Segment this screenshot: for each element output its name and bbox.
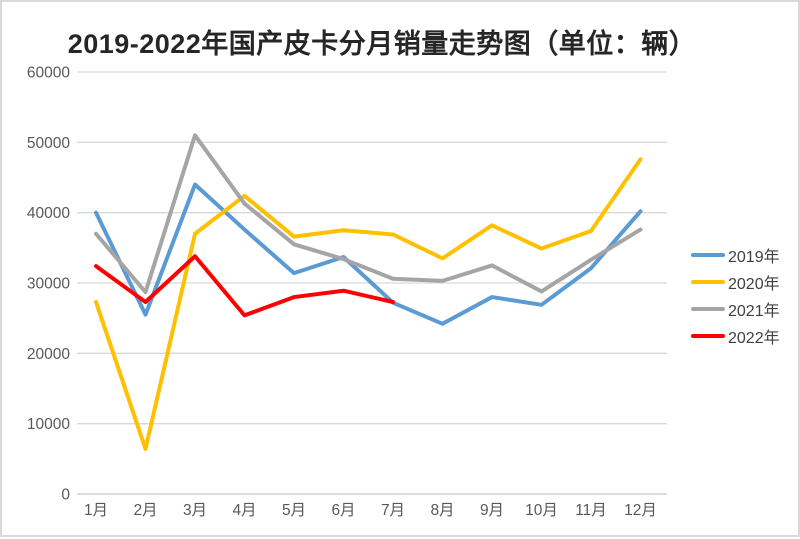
series-line bbox=[94, 133, 643, 295]
y-tick-label: 40000 bbox=[27, 205, 70, 222]
legend-swatch bbox=[691, 333, 725, 339]
x-tick-label: 6月 bbox=[331, 502, 355, 519]
legend-label: 2021年 bbox=[728, 303, 780, 320]
legend: 2019年 2020年 2021年 2022年 bbox=[691, 244, 780, 352]
y-tick-label: 60000 bbox=[27, 65, 70, 82]
x-tick-label: 7月 bbox=[381, 502, 405, 519]
x-tick-label: 4月 bbox=[232, 502, 256, 519]
x-tick-label: 10月 bbox=[525, 502, 558, 519]
x-tick-label: 11月 bbox=[575, 502, 607, 519]
legend-item: 2020年 bbox=[691, 271, 780, 293]
legend-label: 2022年 bbox=[728, 330, 780, 347]
y-tick-label: 10000 bbox=[27, 416, 70, 433]
legend-label: 2020年 bbox=[728, 276, 780, 293]
x-tick-label: 12月 bbox=[624, 502, 657, 519]
legend-swatch bbox=[691, 306, 725, 312]
x-tick-label: 9月 bbox=[480, 502, 504, 519]
legend-item: 2019年 bbox=[691, 244, 780, 266]
x-tick-label: 5月 bbox=[282, 502, 306, 519]
y-tick-label: 50000 bbox=[27, 135, 70, 152]
legend-label: 2019年 bbox=[728, 249, 780, 266]
x-tick-label: 3月 bbox=[183, 502, 207, 519]
chart-title: 2019-2022年国产皮卡分月销量走势图（单位：辆） bbox=[67, 29, 697, 59]
x-tick-label: 2月 bbox=[133, 502, 157, 519]
legend-item: 2021年 bbox=[691, 298, 780, 320]
series-line bbox=[94, 157, 643, 451]
x-tick-label: 8月 bbox=[430, 502, 454, 519]
y-tick-label: 30000 bbox=[27, 276, 70, 293]
legend-item: 2022年 bbox=[691, 325, 780, 347]
series-line bbox=[94, 182, 643, 326]
legend-swatch bbox=[691, 252, 725, 258]
legend-swatch bbox=[691, 279, 725, 285]
series-line bbox=[94, 254, 395, 318]
y-tick-label: 20000 bbox=[27, 346, 70, 363]
y-tick-label: 0 bbox=[61, 487, 70, 504]
x-tick-label: 1月 bbox=[84, 502, 108, 519]
